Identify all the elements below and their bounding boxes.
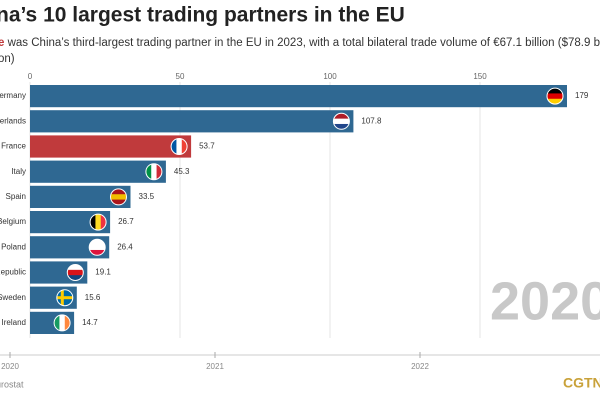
flag (171, 138, 188, 155)
flag-part (54, 314, 60, 331)
y-tick-label: Ireland (2, 318, 26, 327)
flag (547, 88, 563, 105)
flag (67, 264, 84, 281)
flag-part (67, 264, 84, 271)
x-tick-label: 150 (473, 72, 487, 81)
y-tick-label: France (1, 142, 26, 151)
y-tick-label: Sweden (0, 293, 26, 302)
logo: CGTN (563, 375, 600, 391)
x-tick-label: 100 (323, 72, 337, 81)
bar (30, 160, 166, 183)
flag-part (100, 214, 107, 231)
flag-border (89, 213, 107, 231)
flag-part (547, 98, 563, 105)
flag-part (89, 239, 106, 246)
timeline-label: 2022 (411, 362, 429, 371)
flag (54, 314, 71, 331)
flag-border (145, 163, 163, 181)
bar-value-label: 45.3 (174, 167, 190, 176)
chart-subtitle: e was China’s third-largest trading part… (0, 37, 600, 49)
flag (110, 188, 127, 205)
bar-value-label: 33.5 (139, 192, 155, 201)
timeline-label: 2020 (1, 362, 19, 371)
flag-part (333, 113, 350, 120)
flag (89, 239, 106, 256)
bar (30, 211, 111, 234)
flag-part (333, 118, 350, 125)
bar-value-label: 53.7 (199, 142, 215, 151)
flag-part (89, 249, 106, 256)
flag-part (110, 199, 127, 205)
source: urostat (0, 379, 24, 389)
y-tick-label: erlands (0, 116, 26, 125)
flag-part (547, 88, 563, 94)
y-tick-label: Poland (1, 242, 26, 251)
y-tick-label: Belgium (0, 217, 26, 226)
bar-value-label: 26.7 (118, 217, 134, 226)
flag-part (67, 275, 84, 281)
x-tick-label: 50 (176, 72, 185, 81)
subtitle-highlight: e (0, 37, 4, 49)
flag-part (56, 296, 73, 300)
bar (30, 110, 354, 133)
flag-part (110, 194, 127, 201)
flag-part (90, 214, 96, 231)
flag-border (53, 314, 71, 332)
flag-part (181, 138, 188, 155)
flag-part (151, 163, 158, 180)
flag (145, 163, 162, 180)
year-watermark: 2020 (490, 271, 600, 331)
bar-value-label: 15.6 (85, 293, 101, 302)
bar (30, 236, 110, 259)
flag-part (333, 123, 350, 130)
bar-value-label: 14.7 (82, 318, 98, 327)
flag-part (176, 138, 183, 155)
flag-part (145, 163, 152, 180)
bar-value-label: 179 (575, 91, 589, 100)
flag-part (95, 214, 102, 231)
flag-part (59, 314, 66, 331)
flag-part (156, 163, 162, 180)
bar-value-label: 26.4 (117, 242, 133, 251)
flag-part (110, 188, 127, 195)
flag-border (170, 138, 188, 155)
bar-value-label: 19.1 (95, 268, 111, 277)
y-tick-label: ermany (0, 91, 26, 100)
y-tick-label: Republic (0, 268, 26, 277)
flag (333, 113, 350, 130)
flag-part (171, 138, 177, 155)
y-tick-label: Spain (6, 192, 26, 201)
flag-part (89, 244, 106, 251)
flag-part (64, 314, 71, 331)
flag (90, 214, 107, 231)
y-tick-label: Italy (11, 167, 26, 176)
timeline-label: 2021 (206, 362, 224, 371)
flag-border (332, 112, 350, 130)
bar (30, 185, 131, 208)
flag-border (88, 238, 106, 256)
flag (56, 289, 73, 306)
bar (30, 85, 567, 108)
bar-value-label: 107.8 (361, 116, 382, 125)
subtitle-text: was China’s third-largest trading partne… (4, 37, 600, 49)
flag-border (66, 264, 84, 281)
flag-border (546, 87, 564, 105)
flag-border (110, 188, 127, 206)
bar (30, 135, 192, 158)
chart-title: na’s 10 largest trading partners in the … (0, 4, 405, 27)
flag-border (56, 289, 74, 307)
x-tick-label: 0 (28, 72, 33, 81)
flag-part (67, 269, 84, 276)
flag-part (547, 93, 563, 100)
chart-subtitle-line2: on) (0, 53, 15, 65)
